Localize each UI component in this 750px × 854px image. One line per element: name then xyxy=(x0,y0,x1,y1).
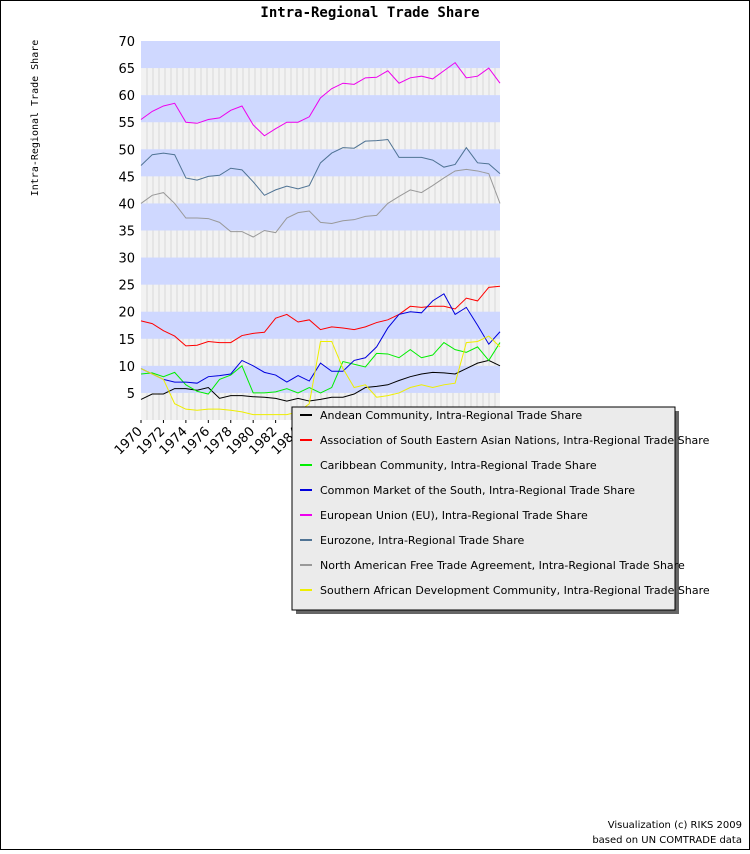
y-tick-label: 15 xyxy=(118,333,135,348)
plot: 5101520253035404550556065701970197219741… xyxy=(112,35,505,458)
chart-title: Intra-Regional Trade Share xyxy=(260,5,479,21)
band xyxy=(141,257,500,285)
y-tick-label: 70 xyxy=(118,35,135,50)
y-tick-label: 30 xyxy=(118,252,135,267)
y-axis-label: Intra-Regional Trade Share xyxy=(30,40,41,197)
legend-label: Southern African Development Community, … xyxy=(320,584,710,597)
band xyxy=(141,95,500,123)
series-line xyxy=(140,341,501,395)
series-line xyxy=(140,168,501,238)
y-tick-label: 65 xyxy=(118,62,135,77)
series-line xyxy=(140,61,501,137)
y-tick-label: 10 xyxy=(118,360,135,375)
y-tick-label: 50 xyxy=(118,143,135,158)
band xyxy=(141,311,500,339)
legend: Andean Community, Intra-Regional Trade S… xyxy=(291,406,710,614)
legend-box xyxy=(291,406,676,611)
y-tick-label: 60 xyxy=(118,89,135,104)
series-line xyxy=(140,293,501,384)
legend-label: Association of South Eastern Asian Natio… xyxy=(320,434,710,447)
y-tick-label: 40 xyxy=(118,197,135,212)
y-tick-label: 5 xyxy=(127,387,135,402)
y-tick-label: 20 xyxy=(118,306,135,321)
credit: Visualization (c) RIKS 2009 xyxy=(608,820,742,831)
series-line xyxy=(140,139,501,196)
band xyxy=(141,203,500,231)
legend-label: Eurozone, Intra-Regional Trade Share xyxy=(320,534,524,547)
y-tick-label: 45 xyxy=(118,170,135,185)
series-line xyxy=(140,335,501,416)
legend-label: North American Free Trade Agreement, Int… xyxy=(320,559,685,572)
y-tick-label: 35 xyxy=(118,225,135,240)
credit: based on UN COMTRADE data xyxy=(592,835,742,846)
y-tick-label: 55 xyxy=(118,116,135,131)
band xyxy=(141,365,500,393)
y-tick-label: 25 xyxy=(118,279,135,294)
band xyxy=(141,41,500,69)
series-line xyxy=(140,285,501,347)
legend-label: Andean Community, Intra-Regional Trade S… xyxy=(320,409,582,422)
legend-label: European Union (EU), Intra-Regional Trad… xyxy=(320,509,588,522)
series-line xyxy=(140,359,501,402)
legend-label: Common Market of the South, Intra-Region… xyxy=(320,484,635,497)
legend-label: Caribbean Community, Intra-Regional Trad… xyxy=(320,459,597,472)
